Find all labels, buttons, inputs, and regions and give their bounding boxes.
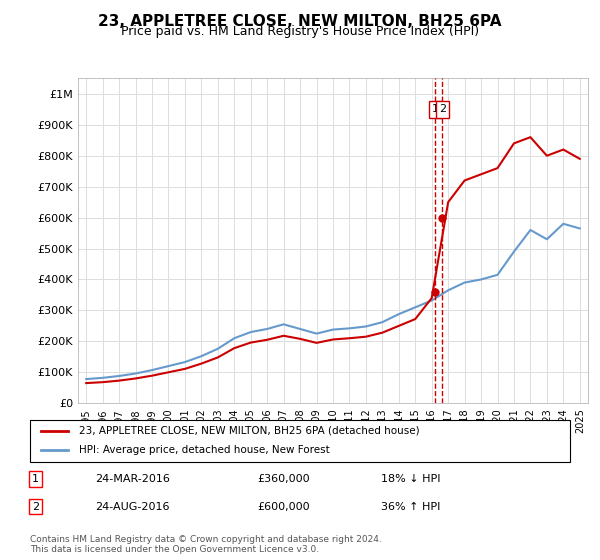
Text: 1: 1	[32, 474, 39, 484]
Text: £600,000: £600,000	[257, 502, 310, 512]
Text: 24-AUG-2016: 24-AUG-2016	[95, 502, 169, 512]
Text: 23, APPLETREE CLOSE, NEW MILTON, BH25 6PA (detached house): 23, APPLETREE CLOSE, NEW MILTON, BH25 6P…	[79, 426, 419, 436]
Text: 1: 1	[432, 104, 439, 114]
Text: £360,000: £360,000	[257, 474, 310, 484]
Text: HPI: Average price, detached house, New Forest: HPI: Average price, detached house, New …	[79, 445, 329, 455]
Text: 24-MAR-2016: 24-MAR-2016	[95, 474, 170, 484]
Text: Price paid vs. HM Land Registry's House Price Index (HPI): Price paid vs. HM Land Registry's House …	[121, 25, 479, 38]
Text: 23, APPLETREE CLOSE, NEW MILTON, BH25 6PA: 23, APPLETREE CLOSE, NEW MILTON, BH25 6P…	[98, 14, 502, 29]
Text: Contains HM Land Registry data © Crown copyright and database right 2024.
This d: Contains HM Land Registry data © Crown c…	[30, 535, 382, 554]
Text: 2: 2	[439, 104, 446, 114]
Text: 2: 2	[32, 502, 39, 512]
Text: 18% ↓ HPI: 18% ↓ HPI	[381, 474, 440, 484]
FancyBboxPatch shape	[30, 420, 570, 462]
Text: 36% ↑ HPI: 36% ↑ HPI	[381, 502, 440, 512]
